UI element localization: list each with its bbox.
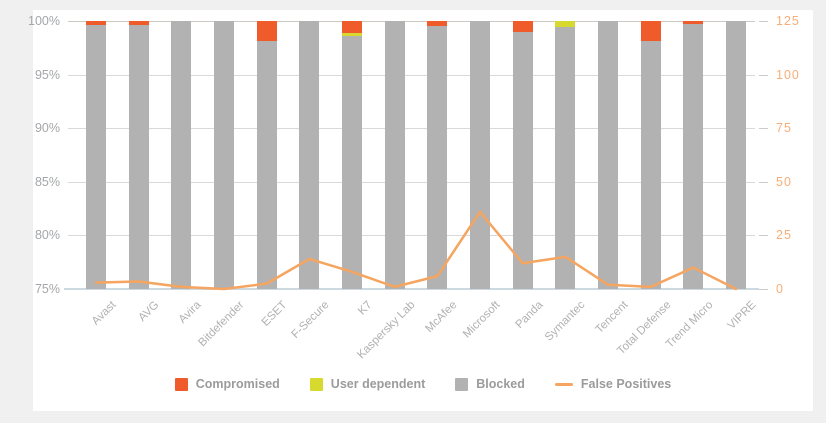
bar-segment-blocked-f-secure[interactable] [299,21,320,289]
gridline [68,128,755,130]
legend-label: Compromised [195,377,280,391]
bar-segment-blocked-avast[interactable] [86,25,106,289]
bar-segment-compromised-eset[interactable] [256,21,277,42]
bar-segment-compromised-total-defense[interactable] [640,21,661,42]
bar-segment-compromised-avg[interactable] [128,21,149,26]
bar-segment-compromised-mcafee[interactable] [427,21,448,27]
right-axis-tick-label: 75 [776,121,792,136]
legend-label: False Positives [580,377,672,391]
bar-segment-blocked-total-defense[interactable] [640,41,661,289]
bar-segment-blocked-eset[interactable] [256,41,277,289]
bar-segment-blocked-trend-micro[interactable] [683,24,704,289]
bar-segment-blocked-kaspersky-lab[interactable] [384,21,405,289]
right-axis-tick [759,21,768,22]
right-axis-tick [759,128,768,130]
bar-segment-blocked-microsoft[interactable] [470,21,490,289]
legend-label: Blocked [476,377,525,391]
gridline [68,74,755,76]
bar-segment-blocked-k7[interactable] [342,36,362,289]
left-axis-tick-label: 85% [34,174,60,189]
gridline [68,181,755,183]
legend-item-compromised[interactable]: Compromised [174,377,280,391]
bar-segment-blocked-symantec[interactable] [555,27,576,289]
false-positives-line[interactable] [94,210,738,291]
legend-item-blocked[interactable]: Blocked [455,377,525,391]
false-positives-line-icon [554,382,573,386]
bar-segment-compromised-trend-micro[interactable] [683,21,704,25]
chart-card: 100% 125 95% 100 90% 75 85% 50 80% 25 75% 0 Avast AVG… [28,10,813,411]
left-axis-tick-label: 95% [34,67,60,82]
bar-segment-blocked-avira[interactable] [171,21,192,289]
left-axis-tick-label: 90% [34,121,60,136]
right-axis-tick [759,235,768,237]
right-axis-tick-label: 100 [776,67,800,82]
right-axis-tick [759,181,768,183]
false-positives-line-layer [94,210,738,291]
legend-label: User dependent [330,377,426,391]
x-axis-line [64,288,759,290]
right-axis-tick [759,74,768,76]
right-axis-tick-label: 125 [776,14,800,28]
plot-area: 100% 125 95% 100 90% 75 85% 50 80% 25 75% 0 Avast AVG… [28,14,799,361]
bar-segment-blocked-bitdefender[interactable] [214,21,234,289]
compromised-swatch-icon [174,377,188,391]
user-dependent-swatch-icon [309,377,323,391]
right-axis-tick-label: 25 [776,228,792,243]
right-axis-tick [759,289,768,290]
gridline [68,235,755,237]
left-axis-tick-label: 80% [34,228,60,243]
bar-segment-blocked-avg[interactable] [128,25,149,289]
bar-segment-user-dependent-k7[interactable] [342,32,362,36]
bar-segment-blocked-mcafee[interactable] [427,26,448,289]
blocked-swatch-icon [455,377,469,391]
bar-segment-compromised-k7[interactable] [342,21,362,33]
right-axis-tick-label: 0 [776,282,784,296]
bar-segment-compromised-panda[interactable] [512,21,533,32]
bar-segment-blocked-panda[interactable] [512,31,533,289]
right-axis-tick-label: 50 [776,174,792,189]
bar-segment-compromised-avast[interactable] [86,21,106,26]
bar-segment-blocked-vipre[interactable] [726,21,746,289]
gridline [68,21,755,22]
legend-item-user-dependent[interactable]: User dependent [309,377,426,391]
bar-segment-user-dependent-symantec[interactable] [555,21,576,28]
bar-segment-blocked-tencent[interactable] [598,21,618,289]
left-axis-tick-label: 75% [34,282,60,296]
left-axis-tick-label: 100% [28,14,60,28]
legend-item-false-positives[interactable]: False Positives [554,377,672,391]
chart-legend: Compromised User dependent Blocked False… [33,372,813,396]
